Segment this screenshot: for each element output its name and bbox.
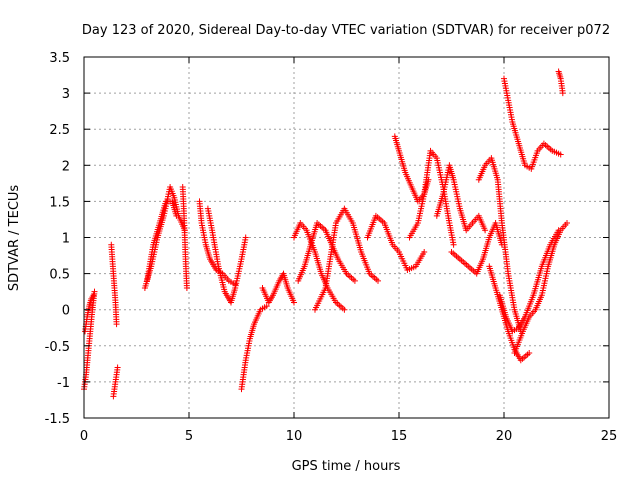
data-point bbox=[91, 288, 98, 295]
y-tick-label: 0 bbox=[62, 304, 70, 319]
data-points bbox=[81, 68, 570, 400]
data-point bbox=[557, 151, 564, 158]
data-point bbox=[421, 248, 428, 255]
data-point bbox=[113, 321, 120, 328]
data-point bbox=[90, 292, 97, 299]
y-tick-label: 2 bbox=[62, 159, 70, 174]
data-point bbox=[291, 299, 297, 306]
x-axis-ticks: 0 5 10 15 20 25 bbox=[80, 57, 617, 444]
x-tick-label: 15 bbox=[391, 429, 408, 444]
x-tick-label: 20 bbox=[496, 429, 513, 444]
data-point bbox=[559, 90, 566, 97]
data-point bbox=[450, 241, 457, 248]
chart-title: Day 123 of 2020, Sidereal Day-to-day VTE… bbox=[82, 23, 610, 38]
data-point bbox=[564, 220, 570, 227]
data-point bbox=[482, 227, 489, 234]
y-tick-label: 1 bbox=[62, 232, 70, 247]
data-point bbox=[341, 306, 348, 313]
data-point bbox=[242, 234, 249, 241]
y-tick-label: 3.5 bbox=[49, 51, 70, 66]
y-tick-label: -1 bbox=[57, 376, 70, 391]
y-tick-label: 3 bbox=[62, 87, 70, 102]
data-point bbox=[375, 277, 381, 284]
grid bbox=[84, 57, 609, 418]
data-point bbox=[183, 285, 190, 292]
y-tick-label: 2.5 bbox=[49, 123, 70, 138]
data-point bbox=[173, 212, 180, 219]
data-point bbox=[114, 364, 121, 371]
data-point bbox=[526, 350, 533, 357]
data-point bbox=[351, 277, 358, 284]
y-tick-label: 1.5 bbox=[49, 195, 70, 210]
y-tick-label: -0.5 bbox=[45, 340, 70, 355]
y-axis-ticks: -1.5 -1 -0.5 0 0.5 1 1.5 2 2.5 3 3.5 bbox=[45, 51, 609, 427]
x-axis-label: GPS time / hours bbox=[292, 459, 401, 474]
y-axis-label: SDTVAR / TECUs bbox=[7, 185, 22, 292]
data-point bbox=[555, 227, 562, 234]
x-tick-label: 10 bbox=[286, 429, 303, 444]
y-tick-label: -1.5 bbox=[45, 412, 70, 427]
y-tick-label: 0.5 bbox=[49, 268, 70, 283]
x-tick-label: 5 bbox=[185, 429, 193, 444]
x-tick-label: 25 bbox=[601, 429, 618, 444]
data-point bbox=[263, 303, 270, 310]
x-tick-label: 0 bbox=[80, 429, 88, 444]
